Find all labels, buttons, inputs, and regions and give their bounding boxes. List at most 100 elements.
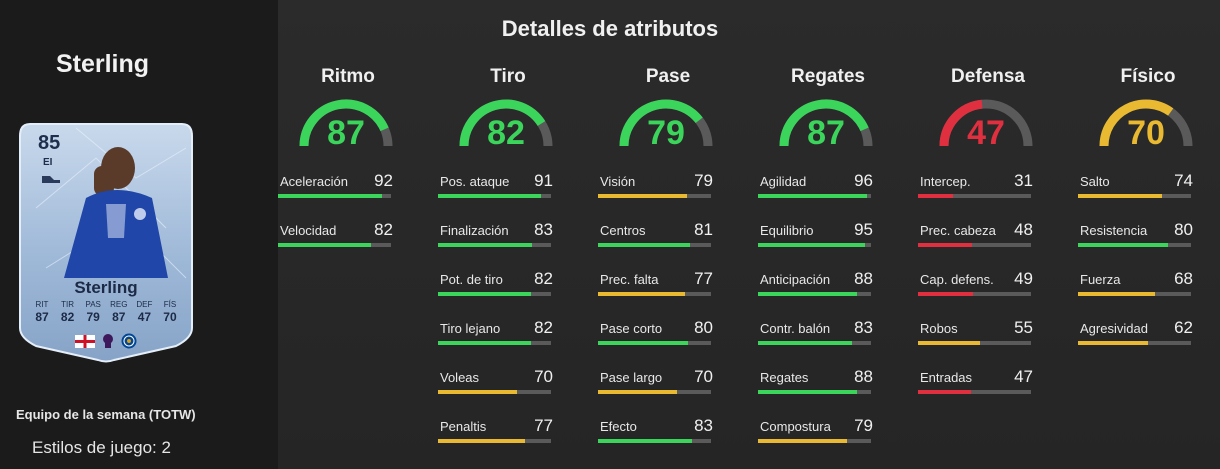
card-stat-value: 47: [137, 310, 152, 324]
attribute-row: Prec. falta 77: [598, 269, 713, 302]
player-card[interactable]: 85 EI Sterling RIT 87 TIR 82 PAS 79 REG 87 DEF 47…: [16, 118, 196, 364]
attribute-bar-track: [438, 243, 551, 247]
category-title: Ritmo: [321, 66, 375, 87]
attribute-row: Aceleración 92: [278, 171, 393, 204]
attribute-value: 95: [854, 220, 873, 239]
attribute-name: Robos: [920, 321, 958, 336]
attribute-bar-track: [438, 292, 551, 296]
attribute-row: Centros 81: [598, 220, 713, 253]
attribute-row: Visión 79: [598, 171, 713, 204]
attribute-row: Agresividad 62: [1078, 318, 1193, 351]
card-stat-value: 87: [35, 310, 49, 324]
card-stat-label: TIR: [61, 300, 75, 309]
attribute-bar-fill: [438, 390, 518, 394]
category-title: Regates: [791, 66, 865, 87]
card-stat-tir: TIR 82: [56, 300, 80, 324]
player-panel: Sterling 85 EI Sterling RIT 87: [0, 0, 278, 469]
attribute-row: Pase corto 80: [598, 318, 713, 351]
attribute-bar-track: [758, 243, 871, 247]
attribute-row: Compostura 79: [758, 416, 873, 449]
attribute-bar-track: [598, 439, 711, 443]
card-stat-label: REG: [110, 300, 128, 309]
category-title: Físico: [1120, 66, 1176, 87]
attribute-bar-fill: [598, 341, 689, 345]
attribute-value: 31: [1014, 171, 1033, 190]
attribute-row: Fuerza 68: [1078, 269, 1193, 302]
attribute-name: Finalización: [440, 223, 509, 238]
card-badges: [16, 333, 196, 349]
attribute-bar-track: [1078, 292, 1191, 296]
category-title: Pase: [645, 66, 691, 87]
attribute-bar-track: [598, 292, 711, 296]
card-stat-value: 82: [60, 310, 75, 324]
attribute-value: 92: [374, 171, 393, 190]
attribute-bar-track: [438, 341, 551, 345]
attribute-name: Cap. defens.: [920, 272, 994, 287]
category-title: Tiro: [490, 66, 526, 87]
attribute-row: Resistencia 80: [1078, 220, 1193, 253]
attribute-value: 83: [534, 220, 553, 239]
attribute-row: Contr. balón 83: [758, 318, 873, 351]
attribute-row: Efecto 83: [598, 416, 713, 449]
card-player-name: Sterling: [74, 278, 138, 297]
attribute-name: Salto: [1080, 174, 1110, 189]
attribute-value: 83: [694, 416, 713, 435]
attribute-bar-fill: [438, 439, 525, 443]
attribute-bar-track: [598, 341, 711, 345]
attribute-row: Tiro lejano 82: [438, 318, 553, 351]
attribute-bar-fill: [278, 194, 382, 198]
attribute-bar-track: [918, 243, 1031, 247]
card-stat-label: RIT: [35, 300, 49, 309]
attribute-name: Pot. de tiro: [440, 272, 503, 287]
attribute-bar-track: [1078, 243, 1191, 247]
attribute-name: Pos. ataque: [440, 174, 510, 189]
attribute-value: 77: [534, 416, 553, 435]
attribute-value: 55: [1014, 318, 1033, 337]
attribute-row: Penaltis 77: [438, 416, 553, 449]
attribute-row: Intercep. 31: [918, 171, 1033, 204]
card-rating: 85: [38, 132, 61, 154]
attribute-value: 47: [1014, 367, 1033, 386]
attribute-value: 91: [534, 171, 553, 190]
premier-league-icon: [103, 334, 113, 348]
category-value: 79: [647, 114, 685, 152]
chelsea-crest-icon: [121, 333, 137, 349]
team-of-the-week-label: Equipo de la semana (TOTW): [16, 407, 196, 422]
attributes-title: Detalles de atributos: [501, 16, 719, 41]
attribute-bar-fill: [598, 194, 688, 198]
attribute-bar-track: [918, 292, 1031, 296]
category-value: 87: [327, 114, 365, 152]
attribute-bar-fill: [438, 194, 541, 198]
gauge-fill: [459, 99, 546, 147]
attribute-name: Regates: [760, 370, 809, 385]
attribute-bar-track: [758, 194, 871, 198]
attribute-name: Contr. balón: [760, 321, 831, 336]
attribute-value: 88: [854, 269, 873, 288]
attribute-name: Aceleración: [280, 174, 348, 189]
attribute-row: Cap. defens. 49: [918, 269, 1033, 302]
card-stat-value: 79: [86, 310, 100, 324]
attribute-value: 70: [694, 367, 713, 386]
attribute-row: Entradas 47: [918, 367, 1033, 400]
attribute-bar-fill: [598, 390, 678, 394]
attribute-value: 68: [1174, 269, 1193, 288]
card-stat-reg: REG 87: [107, 300, 131, 324]
attribute-bar-fill: [758, 341, 852, 345]
attribute-name: Agilidad: [760, 174, 807, 189]
category-gauge: [619, 99, 713, 147]
attribute-name: Centros: [600, 223, 646, 238]
card-stats-row: RIT 87 TIR 82 PAS 79 REG 87 DEF 47 FÍS 70: [30, 300, 182, 324]
attribute-row: Pos. ataque 91: [438, 171, 553, 204]
category-value: 47: [967, 114, 1005, 152]
playstyles-label: Estilos de juego: 2: [32, 438, 171, 457]
attribute-name: Voleas: [440, 370, 480, 385]
attribute-name: Visión: [600, 174, 636, 189]
attribute-bar-track: [278, 243, 391, 247]
attribute-bar-fill: [758, 292, 858, 296]
attribute-name: Pase largo: [600, 370, 663, 385]
attribute-bar-fill: [1078, 194, 1162, 198]
attribute-value: 83: [854, 318, 873, 337]
attribute-bar-fill: [758, 390, 858, 394]
attribute-value: 80: [1174, 220, 1193, 239]
gauge-fill: [779, 99, 869, 147]
